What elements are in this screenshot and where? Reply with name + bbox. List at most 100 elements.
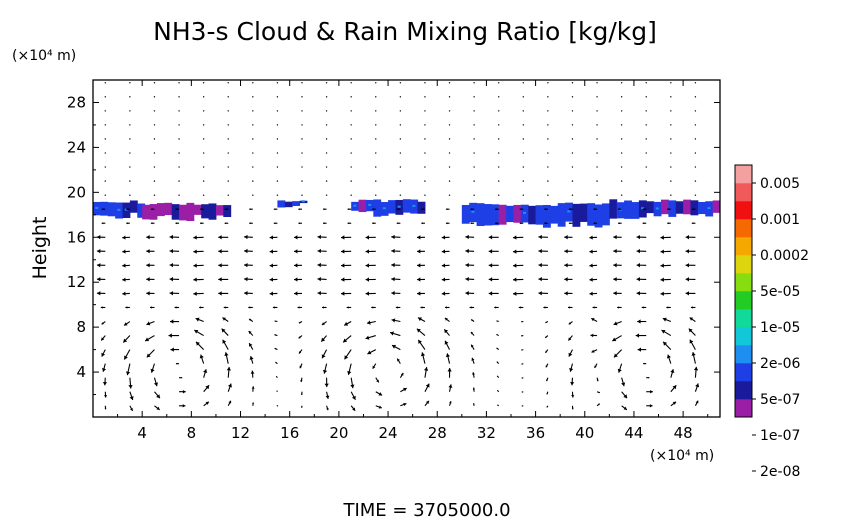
wind-vector-head [685, 249, 690, 254]
colorbar-swatch [735, 255, 752, 274]
wind-vector-head [222, 339, 227, 344]
wind-vector [473, 124, 475, 126]
wind-vector [178, 194, 180, 196]
wind-vector-head [471, 357, 475, 361]
wind-vector [178, 166, 180, 168]
wind-vector-head [391, 248, 395, 254]
cloud-cell [579, 203, 588, 222]
wind-vector-head [497, 404, 499, 406]
wind-vector [227, 124, 229, 126]
wind-vector-head [294, 249, 298, 254]
wind-vector-head [125, 306, 128, 309]
wind-vector-head [249, 208, 251, 211]
wind-vector-head [591, 349, 595, 353]
cloud-cell [550, 205, 559, 224]
wind-vector [424, 180, 426, 182]
wind-vector-head [276, 376, 278, 378]
wind-vector-head [441, 249, 446, 254]
wind-vector-head [182, 404, 186, 408]
cloud-cell [129, 200, 138, 213]
wind-vector-head [324, 383, 329, 388]
wind-vector-head [660, 235, 664, 240]
wind-vector [227, 152, 229, 154]
wind-vector-head [391, 262, 395, 268]
wind-vector-head [423, 367, 429, 371]
colorbar-swatch [735, 237, 752, 256]
wind-vector [596, 152, 598, 154]
wind-vector-head [223, 306, 226, 309]
cloud-cell [483, 204, 492, 226]
wind-vector [448, 138, 451, 140]
wind-vector-head [244, 248, 248, 254]
cloud-cell-highlight [95, 206, 99, 209]
wind-vector-head [445, 222, 448, 225]
wind-vector [375, 138, 377, 140]
cloud-cell [528, 205, 537, 225]
y-tick-label: 20 [67, 183, 86, 201]
wind-vector-head [224, 352, 229, 357]
plot-area [93, 80, 720, 417]
wind-vector [276, 110, 279, 112]
wind-vector [424, 124, 426, 126]
wind-vector-head [636, 291, 641, 296]
wind-vector [670, 138, 672, 140]
wind-vector [670, 110, 672, 112]
wind-vector [301, 96, 303, 98]
cloud-cell [690, 200, 699, 216]
wind-vector-head [592, 306, 595, 309]
wind-vector [350, 82, 352, 84]
wind-vector [694, 194, 697, 196]
wind-vector [153, 110, 156, 112]
wind-vector-head [149, 306, 152, 309]
wind-vector [153, 82, 156, 84]
wind-vector-head [593, 208, 595, 211]
wind-vector [448, 82, 451, 84]
wind-vector-head [538, 248, 542, 254]
wind-vector-head [193, 277, 197, 282]
wind-vector-head [205, 401, 209, 405]
wind-vector [202, 124, 205, 126]
wind-vector [178, 180, 180, 182]
wind-vector [645, 96, 647, 98]
wind-vector-head [636, 234, 641, 240]
wind-vector-head [392, 344, 396, 349]
wind-vector [350, 152, 352, 154]
wind-vector [129, 152, 131, 154]
wind-vector-head [444, 340, 449, 345]
wind-vector-head [343, 338, 348, 343]
wind-vector-head [274, 348, 277, 350]
wind-vector-head [589, 249, 593, 254]
wind-vector [178, 110, 180, 112]
wind-vector-head [344, 355, 349, 360]
wind-vector [448, 124, 451, 126]
wind-vector-head [226, 366, 231, 371]
wind-vector-head [545, 365, 548, 368]
cloud-cell [201, 204, 210, 219]
wind-vector [104, 96, 106, 98]
wind-vector-head [244, 262, 248, 268]
wind-vector-head [124, 322, 128, 326]
wind-vector [276, 405, 279, 407]
wind-vector-head [193, 249, 197, 254]
wind-vector [498, 180, 500, 182]
wind-vector-head [218, 263, 222, 268]
wind-vector-head [473, 403, 475, 405]
colorbar-swatch [735, 399, 752, 418]
wind-vector [276, 96, 279, 98]
wind-vector-head [589, 263, 593, 268]
wind-vector-head [497, 390, 499, 392]
cloud-cell [284, 201, 293, 208]
x-tick-label: 20 [329, 424, 348, 442]
wind-vector-head [297, 306, 300, 309]
wind-vector-head [366, 320, 371, 325]
wind-vector-head [390, 331, 394, 336]
wind-vector [301, 138, 303, 140]
wind-vector-head [170, 347, 174, 352]
cloud-cell [358, 199, 367, 213]
wind-vector-head [146, 321, 151, 326]
wind-vector-head [496, 361, 499, 363]
wind-vector [252, 138, 254, 140]
wind-vector-head [618, 208, 620, 211]
wind-vector-head [403, 402, 407, 407]
wind-vector-head [512, 235, 517, 240]
